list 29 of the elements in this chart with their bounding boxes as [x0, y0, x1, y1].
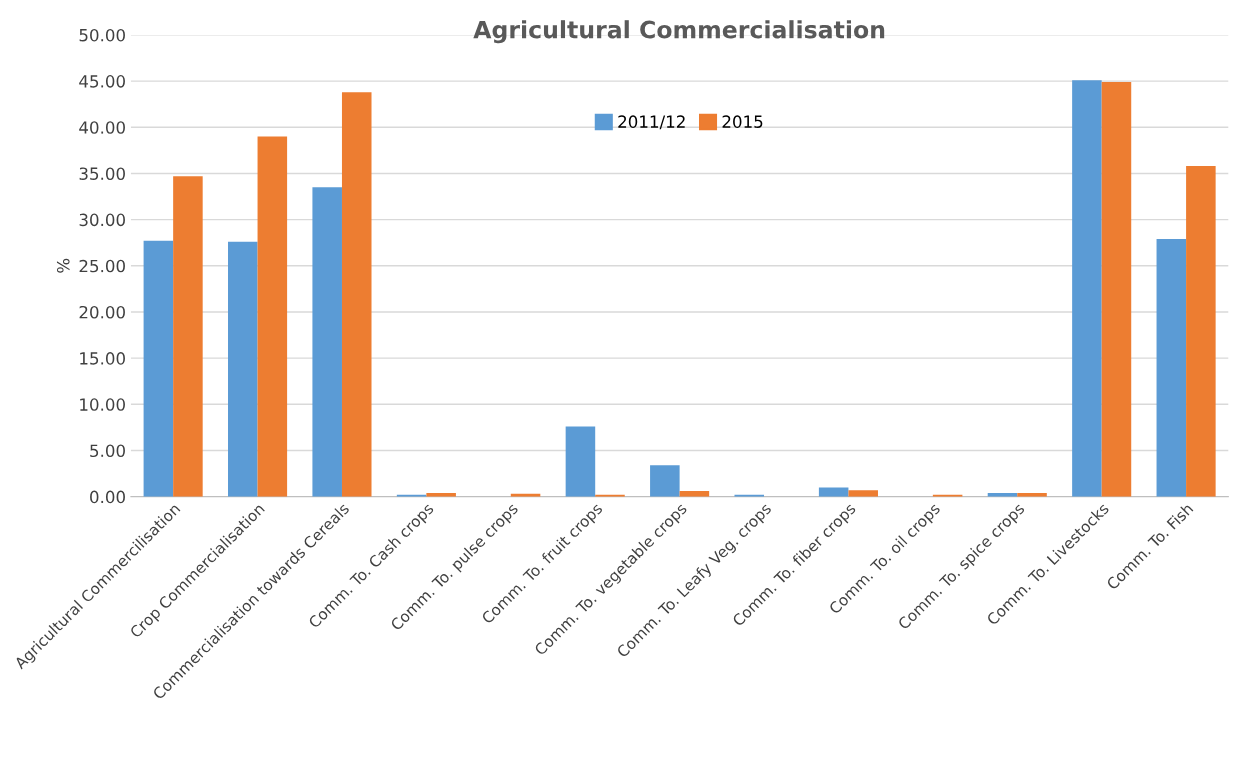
bar [1156, 239, 1187, 497]
bar [1186, 166, 1216, 497]
y-tick-label: 5.00 [90, 444, 125, 458]
y-tick-label: 40.00 [79, 121, 125, 134]
bar [848, 490, 878, 497]
bar [312, 187, 342, 497]
y-tick-label: 15.00 [80, 352, 125, 365]
legend-label: 2015 [722, 115, 763, 128]
bar [143, 240, 174, 497]
y-tick-label: 0.00 [90, 490, 125, 504]
bar [173, 176, 203, 497]
y-tick-label: 25.00 [79, 259, 125, 273]
y-tick-label: 20.00 [79, 305, 125, 319]
bar [228, 241, 258, 497]
bar [1101, 82, 1132, 497]
y-axis-title: % [56, 258, 70, 273]
bar [650, 465, 680, 497]
y-tick-label: 30.00 [79, 213, 125, 227]
legend-label: 2011/12 [618, 115, 685, 130]
bar [257, 136, 288, 497]
bar [818, 487, 849, 497]
bar [565, 426, 596, 497]
bar [1072, 80, 1102, 497]
bar [341, 92, 372, 497]
y-tick-label: 10.00 [80, 398, 125, 411]
chart-title: Agricultural Commercialisation [473, 20, 885, 44]
y-tick-label: 35.00 [79, 167, 125, 181]
y-tick-label: 45.00 [79, 75, 125, 88]
y-tick-label: 50.00 [79, 28, 125, 42]
